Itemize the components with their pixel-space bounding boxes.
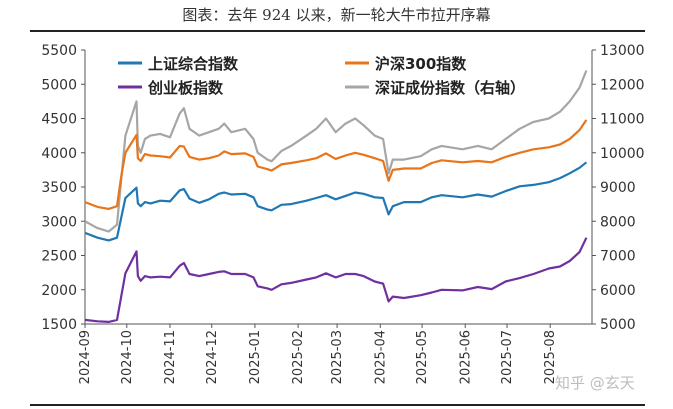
- right-tick-label: 10000: [600, 146, 645, 162]
- left-tick-label: 4000: [41, 146, 77, 162]
- right-tick-label: 7000: [600, 249, 636, 265]
- right-tick-label: 13000: [600, 43, 645, 59]
- x-tick-label: 2025-01: [248, 330, 263, 384]
- left-tick-label: 5000: [41, 77, 77, 93]
- legend-label: 沪深300指数: [375, 55, 467, 73]
- series-line-4: [84, 70, 588, 233]
- right-tick-label: 12000: [600, 77, 645, 93]
- x-tick-label: 2025-06: [458, 330, 473, 384]
- x-tick-label: 2024-09: [78, 330, 93, 384]
- series-line-2: [84, 119, 588, 210]
- left-tick-label: 3500: [41, 180, 77, 196]
- right-tick-label: 6000: [600, 283, 636, 299]
- left-tick-label: 2000: [41, 283, 77, 299]
- left-tick-label: 5500: [41, 43, 77, 59]
- right-tick-label: 5000: [600, 317, 636, 333]
- legend-label: 创业板指数: [147, 79, 224, 97]
- left-tick-label: 3000: [41, 214, 77, 230]
- right-axis-ticks: 13000 12000 11000 10000 9000 8000 7000 6000 5000: [592, 43, 645, 333]
- x-tick-label: 2025-02: [291, 330, 306, 384]
- right-tick-label: 8000: [600, 214, 636, 230]
- left-tick-label: 2500: [41, 249, 77, 265]
- left-axis-ticks: 5500 5000 4500 4000 3500 3000 2500 2000 1500: [41, 43, 85, 333]
- series-lines: [84, 70, 588, 323]
- x-tick-label: 2024-12: [205, 330, 220, 384]
- bottom-divider: [30, 404, 645, 406]
- x-tick-label: 2024-11: [163, 330, 178, 384]
- legend-label: 深证成份指数（右轴）: [375, 79, 525, 97]
- x-tick-label: 2025-07: [500, 330, 515, 384]
- x-tick-label: 2025-03: [330, 330, 345, 384]
- right-tick-label: 11000: [600, 112, 645, 128]
- x-axis-ticks: 2024-09 2024-10 2024-11 2024-12 2025-01 2025-…: [78, 324, 558, 384]
- legend-label: 上证综合指数: [148, 55, 239, 73]
- right-tick-label: 9000: [600, 180, 636, 196]
- x-tick-label: 2024-10: [120, 330, 135, 384]
- x-tick-label: 2025-08: [543, 330, 558, 384]
- left-tick-label: 1500: [41, 317, 77, 333]
- x-tick-label: 2025-05: [415, 330, 430, 384]
- title-divider: [30, 30, 645, 32]
- series-line-3: [84, 237, 588, 323]
- x-tick-label: 2025-04: [373, 330, 388, 384]
- watermark-text: 知乎 @玄天: [555, 374, 635, 392]
- chart-title: 图表：去年 924 以来，新一轮大牛市拉开序幕: [182, 6, 491, 24]
- left-tick-label: 4500: [41, 112, 77, 128]
- series-line-1: [84, 161, 588, 242]
